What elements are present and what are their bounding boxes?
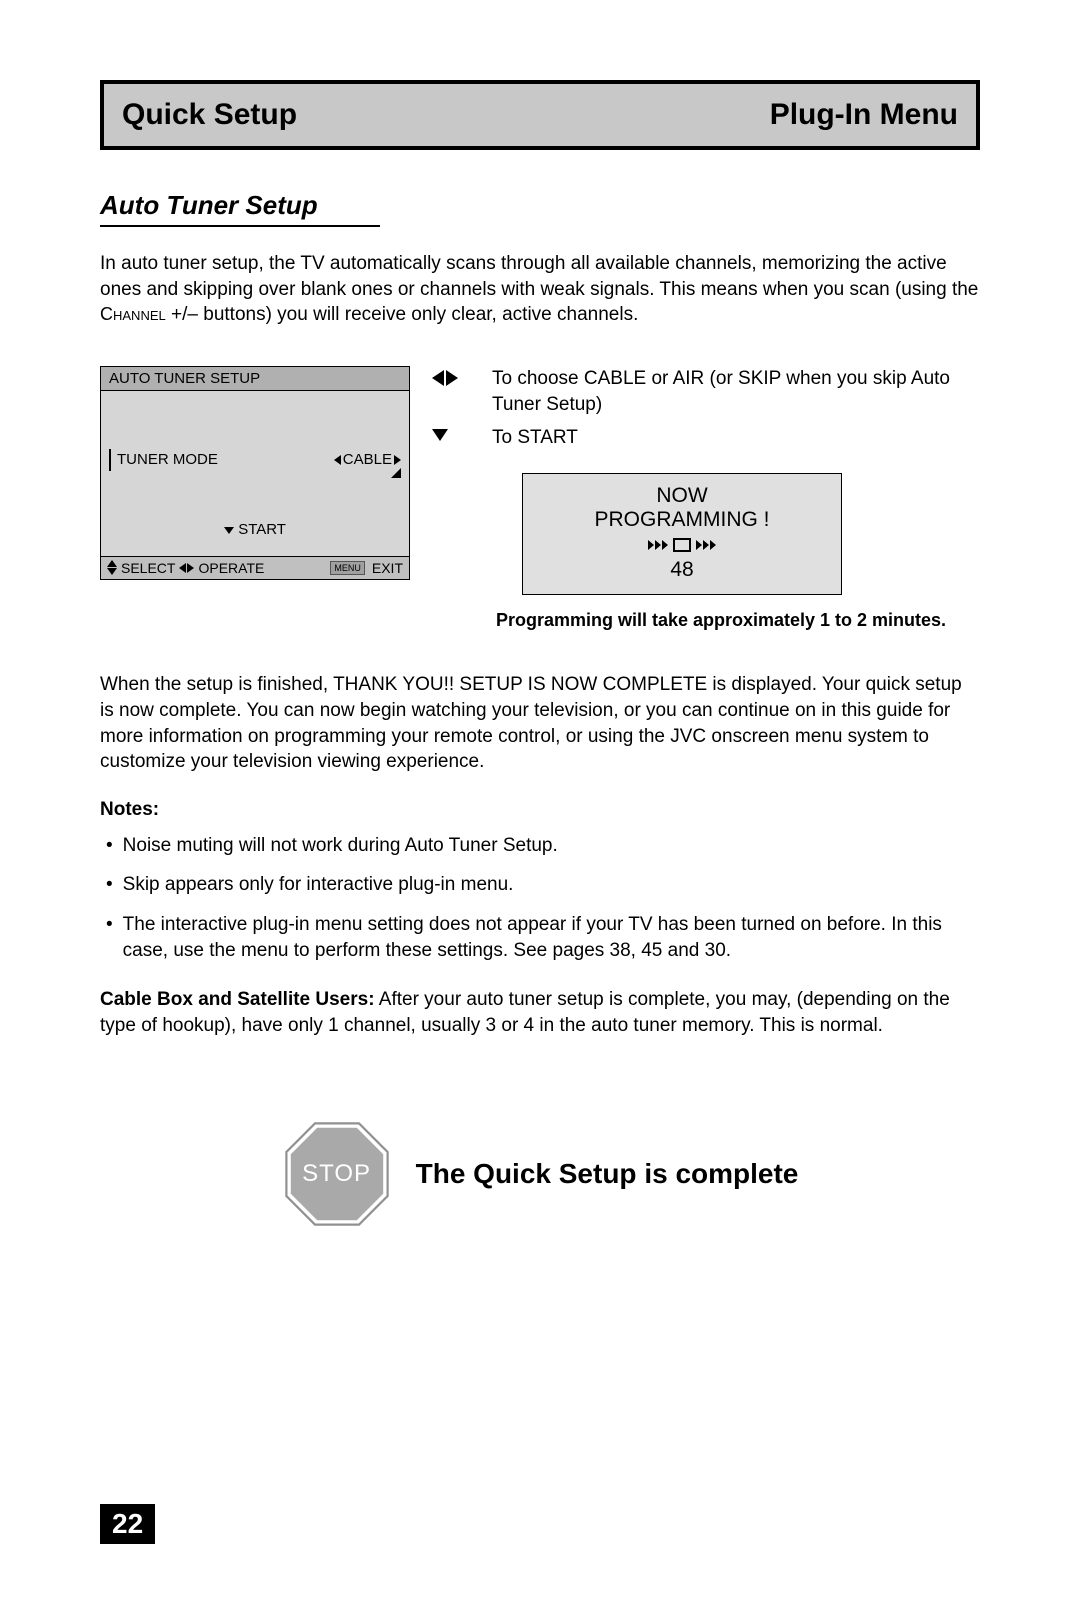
fast-forward-icon (648, 540, 668, 550)
stop-label: STOP (302, 1160, 371, 1188)
tuner-mode-row: TUNER MODE CABLE (109, 449, 401, 471)
instructions-column: To choose CABLE or AIR (or SKIP when you… (432, 366, 980, 632)
note-text: The interactive plug-in menu setting doe… (123, 912, 980, 963)
stop-sign-icon: STOP (282, 1119, 392, 1229)
intro-paragraph: In auto tuner setup, the TV automaticall… (100, 251, 980, 328)
intro-post: +/– buttons) you will receive only clear… (166, 304, 639, 325)
footer-operate: OPERATE (198, 560, 264, 576)
bullet-icon (106, 833, 113, 859)
arrow-down-icon (432, 429, 472, 441)
note-item: Skip appears only for interactive plug-i… (100, 872, 980, 898)
note-item: The interactive plug-in menu setting doe… (100, 912, 980, 963)
header-right-title: Plug-In Menu (770, 98, 958, 132)
tuner-mode-value: CABLE (343, 451, 392, 468)
note-text: Skip appears only for interactive plug-i… (123, 872, 514, 898)
section-title: Auto Tuner Setup (100, 190, 380, 227)
bullet-icon (106, 912, 113, 963)
intro-pre: In auto tuner setup, the TV automaticall… (100, 253, 978, 300)
page-number: 22 (100, 1504, 155, 1544)
auto-tuner-panel: AUTO TUNER SETUP TUNER MODE CABLE START … (100, 366, 410, 580)
cable-note: Cable Box and Satellite Users: After you… (100, 987, 980, 1038)
finish-paragraph: When the setup is finished, THANK YOU!! … (100, 672, 980, 775)
note-item: Noise muting will not work during Auto T… (100, 833, 980, 859)
menu-box-icon: MENU (330, 561, 365, 575)
programming-caption: Programming will take approximately 1 to… (462, 609, 980, 632)
instruction-leftright: To choose CABLE or AIR (or SKIP when you… (432, 366, 980, 417)
programming-panel: NOW PROGRAMMING ! 48 (522, 473, 842, 595)
fast-forward-icon (696, 540, 716, 550)
tv-panel-title: AUTO TUNER SETUP (101, 367, 409, 391)
triangle-down-icon (224, 527, 234, 534)
arrow-leftright-icon (432, 370, 472, 386)
prog-line2: PROGRAMMING ! (529, 508, 835, 532)
footer-exit: EXIT (372, 560, 403, 576)
instruction-lr-text: To choose CABLE or AIR (or SKIP when you… (492, 366, 980, 417)
cable-note-lead: Cable Box and Satellite Users: (100, 989, 375, 1010)
bullet-icon (106, 872, 113, 898)
prog-number: 48 (529, 558, 835, 582)
middle-row: AUTO TUNER SETUP TUNER MODE CABLE START … (100, 366, 980, 632)
corner-mark-icon (391, 468, 401, 478)
tv-panel-footer: SELECT OPERATE MENU EXIT (101, 556, 409, 579)
tv-icon (673, 538, 691, 552)
triangle-left-icon (334, 455, 341, 465)
stop-row: STOP The Quick Setup is complete (100, 1119, 980, 1229)
leftright-icon (179, 563, 194, 573)
setup-complete-text: The Quick Setup is complete (416, 1158, 799, 1190)
prog-line1: NOW (529, 484, 835, 508)
updown-icon (107, 560, 117, 575)
header-bar: Quick Setup Plug-In Menu (100, 80, 980, 150)
note-text: Noise muting will not work during Auto T… (123, 833, 558, 859)
intro-channel-smallcaps: Channel (100, 304, 166, 324)
tuner-mode-label: TUNER MODE (117, 451, 334, 468)
prog-icons (529, 538, 835, 552)
footer-select: SELECT (121, 560, 175, 576)
triangle-right-icon (394, 455, 401, 465)
instruction-down: To START (432, 425, 980, 451)
notes-heading: Notes: (100, 799, 980, 821)
header-left-title: Quick Setup (122, 98, 297, 132)
tv-panel-body: TUNER MODE CABLE START (101, 391, 409, 556)
tuner-mode-value-wrap: CABLE (334, 451, 401, 468)
tv-start-row: START (109, 521, 401, 538)
tv-start-label: START (238, 521, 286, 538)
instruction-down-text: To START (492, 425, 980, 451)
